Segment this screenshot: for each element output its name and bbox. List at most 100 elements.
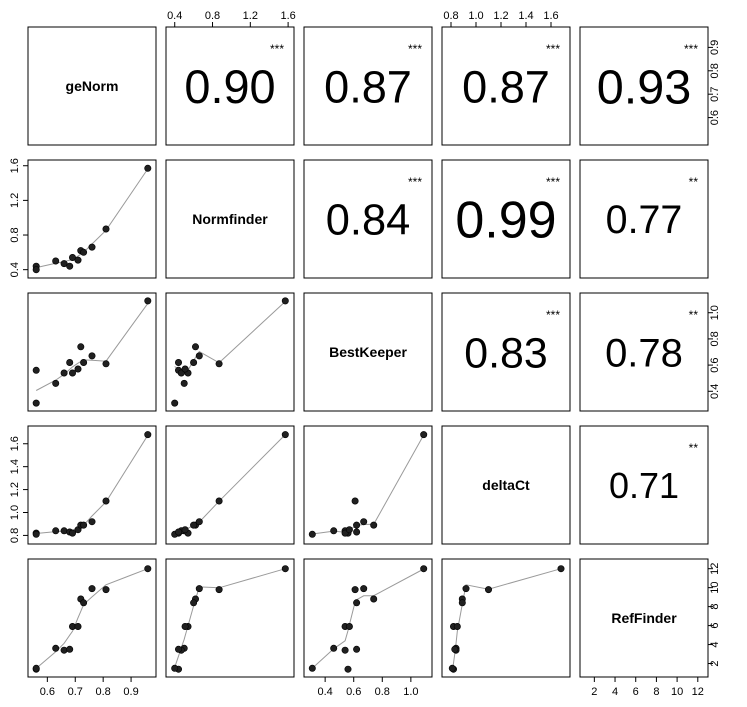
panel-frame — [303, 159, 433, 279]
data-point — [420, 565, 428, 573]
variable-label-bestkeeper: BestKeeper — [329, 344, 407, 360]
left-axis-deltact: 0.8 1.0 1.2 1.4 1.6 — [9, 436, 29, 543]
data-point — [420, 431, 428, 439]
data-point — [351, 586, 359, 594]
panel-r0-c2: 0.87 *** — [303, 26, 433, 146]
tick-label: 0.4 — [709, 384, 721, 399]
tick-label: 12 — [692, 686, 704, 698]
correlation-value: 0.87 — [324, 61, 412, 112]
tick-label: 10 — [709, 582, 721, 594]
variable-label-reffinder: RefFinder — [611, 610, 677, 626]
significance-stars: *** — [270, 42, 284, 56]
data-point — [144, 431, 152, 439]
data-point — [215, 360, 223, 368]
data-point — [74, 622, 82, 630]
data-point — [190, 521, 198, 529]
data-point — [88, 352, 96, 360]
tick-label: 0.4 — [167, 10, 182, 22]
tick-label: 6 — [709, 623, 721, 629]
variable-label-normfinder: Normfinder — [192, 211, 268, 227]
tick-label: 1.6 — [543, 10, 558, 22]
data-point — [281, 297, 289, 305]
correlation-value: 0.77 — [606, 198, 683, 242]
panel-frame — [303, 558, 433, 678]
panel-frame — [441, 159, 571, 279]
variable-label-deltact: deltaCt — [482, 477, 530, 493]
panel-frame — [165, 26, 295, 146]
data-point — [370, 521, 378, 529]
tick-label: 0.7 — [68, 686, 83, 698]
significance-stars: ** — [689, 441, 699, 455]
data-point — [66, 358, 74, 366]
panel-frame — [27, 292, 157, 412]
data-point — [60, 260, 68, 268]
smoother-line — [311, 568, 424, 669]
data-point — [353, 521, 361, 529]
tick-label: 1.0 — [709, 305, 721, 320]
panel-frame — [441, 558, 571, 678]
data-point — [171, 399, 179, 407]
data-point — [32, 266, 40, 274]
panel-r4-c0 — [27, 558, 157, 678]
tick-label: 1.2 — [9, 193, 21, 208]
panel-frame — [27, 425, 157, 545]
data-point — [52, 379, 60, 387]
correlation-value: 0.87 — [462, 61, 550, 112]
axes-layer: 0.4 0.8 1.2 1.6 0.8 1.0 1.2 1.4 1.60.6 0.7 0.8 0.9 0… — [9, 10, 721, 698]
significance-stars: *** — [546, 308, 560, 322]
data-point — [353, 645, 361, 653]
data-point — [102, 360, 110, 368]
data-point — [281, 565, 289, 573]
data-point — [308, 530, 316, 538]
data-point — [60, 527, 68, 535]
panel-r4-c3 — [441, 558, 571, 678]
panels-layer: geNorm 0.90 *** 0.87 *** 0.87 *** 0.93 *** Normfi… — [27, 26, 709, 678]
panel-r2-c0 — [27, 292, 157, 412]
right-axis-reffinder: 2 4 6 8 10 12 — [707, 563, 721, 667]
panel-frame — [441, 425, 571, 545]
tick-label: 6 — [633, 686, 639, 698]
data-point — [74, 365, 82, 373]
data-point — [175, 358, 183, 366]
significance-stars: *** — [408, 175, 422, 189]
data-point — [341, 646, 349, 654]
data-point — [215, 586, 223, 594]
tick-label: 8 — [709, 604, 721, 610]
tick-label: 1.2 — [9, 482, 21, 497]
tick-label: 0.8 — [443, 10, 458, 22]
data-point — [32, 399, 40, 407]
panel-frame — [579, 292, 709, 412]
right-axis-bestkeeper: 0.4 0.6 0.8 1.0 — [707, 305, 721, 399]
tick-label: 1.6 — [9, 158, 21, 173]
panel-r1-c0 — [27, 159, 157, 279]
data-point — [192, 343, 200, 351]
significance-stars: *** — [408, 42, 422, 56]
data-point — [52, 527, 60, 535]
data-point — [52, 257, 60, 265]
tick-label: 0.8 — [375, 686, 390, 698]
data-point — [557, 565, 565, 573]
panel-r2-c2: BestKeeper — [303, 292, 433, 412]
panel-frame — [303, 292, 433, 412]
tick-label: 0.9 — [123, 686, 138, 698]
significance-stars: *** — [684, 42, 698, 56]
panel-r3-c1 — [165, 425, 295, 545]
correlation-value: 0.71 — [609, 465, 679, 506]
tick-label: 0.8 — [96, 686, 111, 698]
data-point — [360, 585, 368, 593]
data-point — [195, 352, 203, 360]
data-point — [330, 527, 338, 535]
data-point — [360, 518, 368, 526]
significance-stars: ** — [689, 308, 699, 322]
tick-label: 0.4 — [317, 686, 332, 698]
smoother-line — [35, 568, 148, 669]
tick-label: 1.6 — [9, 436, 21, 451]
panel-r0-c3: 0.87 *** — [441, 26, 571, 146]
panel-r2-c1 — [165, 292, 295, 412]
panel-r1-c3: 0.99 *** — [441, 159, 571, 279]
panel-r1-c1: Normfinder — [165, 159, 295, 279]
tick-label: 1.6 — [280, 10, 295, 22]
panel-frame — [579, 159, 709, 279]
panel-r1-c2: 0.84 *** — [303, 159, 433, 279]
significance-stars: ** — [689, 175, 699, 189]
